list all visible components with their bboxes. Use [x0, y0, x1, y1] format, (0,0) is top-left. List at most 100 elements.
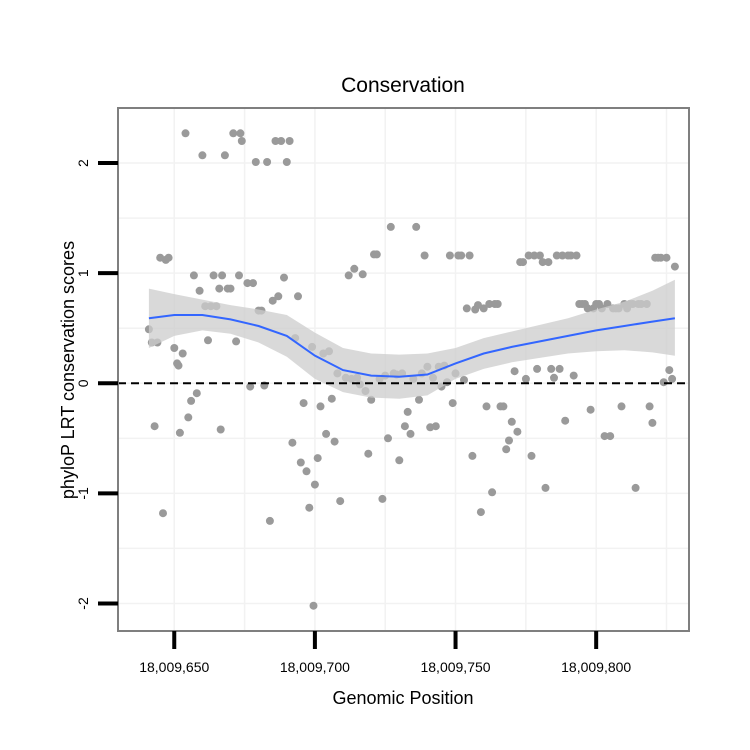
data-point [378, 494, 387, 503]
data-point [305, 503, 314, 512]
data-point [530, 251, 539, 260]
data-point [288, 438, 297, 447]
data-point [296, 458, 305, 467]
data-point [175, 428, 184, 437]
data-point [631, 483, 640, 492]
y-tick-label: 1 [75, 269, 91, 277]
data-point [566, 251, 575, 260]
data-point [280, 273, 288, 282]
plot-panel [117, 107, 690, 632]
data-point [485, 300, 494, 308]
data-point [372, 250, 381, 259]
data-point [544, 258, 553, 267]
data-point [237, 137, 246, 145]
data-point [384, 434, 392, 443]
data-point [648, 418, 657, 427]
data-point [181, 129, 190, 138]
data-point [445, 251, 454, 260]
data-point [235, 271, 243, 280]
data-point [521, 374, 530, 383]
data-point [195, 286, 204, 295]
data-point [505, 436, 513, 445]
y-axis: -2 -1 0 1 2 [75, 159, 118, 610]
data-point [502, 445, 511, 454]
data-point [527, 451, 536, 460]
data-point [493, 300, 502, 308]
data-point [665, 366, 674, 375]
data-point [662, 253, 671, 262]
data-point [336, 497, 345, 506]
y-tick-label: 0 [75, 379, 91, 387]
smooth-trend-line [148, 314, 676, 378]
data-point [243, 279, 252, 288]
data-point [555, 364, 564, 373]
data-point [572, 251, 581, 260]
data-point [600, 432, 609, 441]
panel-border [117, 107, 690, 632]
data-point [277, 137, 286, 145]
data-point [344, 271, 353, 280]
y-tick-label: -1 [75, 487, 91, 500]
data-point [204, 336, 212, 345]
data-point [420, 251, 429, 260]
data-point [164, 253, 173, 262]
data-point [268, 296, 277, 305]
data-point [198, 151, 207, 160]
data-point [659, 378, 668, 387]
data-point [460, 376, 468, 384]
data-point [448, 399, 457, 408]
data-point [645, 402, 654, 411]
data-point [282, 158, 291, 166]
data-point [586, 405, 595, 414]
data-point [192, 389, 201, 398]
data-point [330, 437, 339, 446]
data-point [364, 449, 373, 458]
data-point [249, 279, 257, 288]
data-point [184, 413, 193, 422]
data-point [218, 271, 227, 280]
data-point [547, 364, 556, 373]
data-point [358, 270, 367, 279]
data-point [403, 407, 412, 416]
data-point [226, 284, 235, 293]
data-point [569, 371, 578, 380]
data-point [415, 395, 423, 404]
x-tick-label: 18,009,800 [561, 659, 631, 675]
data-point [236, 129, 245, 138]
data-point [159, 509, 167, 518]
data-point [150, 422, 159, 431]
data-point [271, 137, 280, 145]
data-point [216, 425, 225, 434]
data-point [510, 367, 519, 376]
x-axis: 18,009,650 18,009,700 18,009,750 18,009,800 [139, 631, 631, 675]
y-tick-label: 2 [75, 159, 91, 167]
data-point [395, 456, 404, 465]
y-tick-label: -2 [75, 597, 91, 610]
x-tick-label: 18,009,750 [420, 659, 490, 675]
data-point [524, 251, 533, 260]
data-point [274, 292, 283, 301]
data-point [552, 251, 561, 260]
data-point [468, 451, 477, 460]
x-tick-label: 18,009,700 [280, 659, 350, 675]
data-point [668, 374, 677, 383]
data-point [285, 137, 294, 145]
data-point [367, 395, 376, 404]
data-point [462, 304, 471, 313]
data-point [220, 151, 229, 160]
data-point [265, 516, 274, 525]
data-point [476, 508, 485, 517]
data-point [309, 601, 318, 610]
data-point [313, 454, 322, 463]
data-point [482, 402, 491, 411]
data-point [583, 304, 592, 313]
data-point [310, 480, 319, 489]
data-point [431, 422, 440, 431]
y-axis-title: phyloP LRT conservation scores [58, 241, 78, 499]
data-point [174, 361, 183, 370]
data-point [350, 264, 359, 273]
data-point [322, 429, 331, 438]
data-point [229, 129, 238, 138]
data-point [488, 488, 497, 497]
data-point [656, 253, 665, 262]
